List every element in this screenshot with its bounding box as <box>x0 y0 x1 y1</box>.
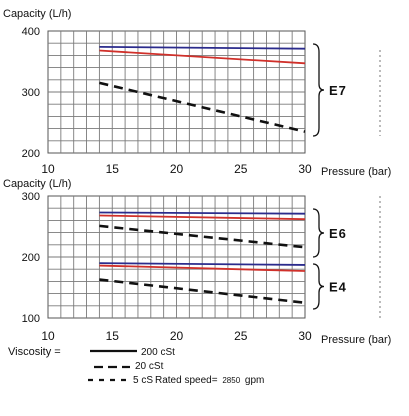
series-group-e6 <box>99 211 306 249</box>
y-tick-label: 200 <box>22 252 40 264</box>
series-line-5cs <box>99 81 306 133</box>
rated-speed-text: Rated speed= 2850 gpm <box>155 375 264 386</box>
series-group-e7 <box>99 45 306 133</box>
series-group-e4 <box>99 262 306 305</box>
series-line-200cst <box>99 262 306 266</box>
x-tick-label: 25 <box>234 329 248 343</box>
grid <box>48 31 305 153</box>
x-tick-label: 20 <box>170 162 184 176</box>
rated-speed-unit: gpm <box>245 375 264 386</box>
group-label: E4 <box>329 280 347 295</box>
x-axis-label: Pressure (bar) <box>321 334 391 346</box>
legend-label-20cst: 20 cSt <box>135 361 164 372</box>
x-tick-label: 15 <box>106 162 120 176</box>
series-line-5cs <box>99 278 306 305</box>
rated-speed-label: Rated speed= <box>155 375 218 386</box>
chart-panel-2: Capacity (L/h) 100 200 300 10 15 20 25 30 Pressur… <box>3 178 391 346</box>
legend: Viscosity = 200 cSt 20 cSt 5 cS Rated sp… <box>8 346 264 386</box>
y-axis-label: Capacity (L/h) <box>3 8 71 20</box>
y-tick-label: 300 <box>22 191 40 203</box>
y-tick-label: 200 <box>22 148 40 160</box>
series-line-200cst <box>99 45 306 50</box>
x-tick-label: 10 <box>41 162 55 176</box>
group-brace <box>312 43 325 137</box>
legend-label-5cs: 5 cS <box>133 375 153 386</box>
x-tick-label: 20 <box>170 329 184 343</box>
group-brace <box>312 208 325 258</box>
series-line-20cst <box>99 264 306 272</box>
rated-speed-value: 2850 <box>222 376 240 385</box>
group-label: E6 <box>329 226 347 241</box>
group-label: E7 <box>329 83 347 98</box>
y-tick-label: 100 <box>22 313 40 325</box>
series-line-200cst <box>99 211 306 215</box>
x-tick-label: 10 <box>41 329 55 343</box>
legend-title: Viscosity = <box>8 346 61 358</box>
x-tick-label: 30 <box>298 162 312 176</box>
x-tick-label: 25 <box>234 162 248 176</box>
y-axis-label: Capacity (L/h) <box>3 178 71 190</box>
x-axis-label: Pressure (bar) <box>321 166 391 178</box>
x-tick-label: 30 <box>298 329 312 343</box>
chart-panel-1: Capacity (L/h) 200 300 400 10 15 20 25 30 Pressur… <box>3 8 391 178</box>
series-line-5cs <box>99 224 306 249</box>
legend-label-200cst: 200 cSt <box>141 347 175 358</box>
group-brace <box>312 263 325 310</box>
x-tick-label: 15 <box>106 329 120 343</box>
series-line-20cst <box>99 214 306 221</box>
y-tick-label: 400 <box>22 26 40 38</box>
y-tick-label: 300 <box>22 87 40 99</box>
series-line-20cst <box>99 49 306 65</box>
